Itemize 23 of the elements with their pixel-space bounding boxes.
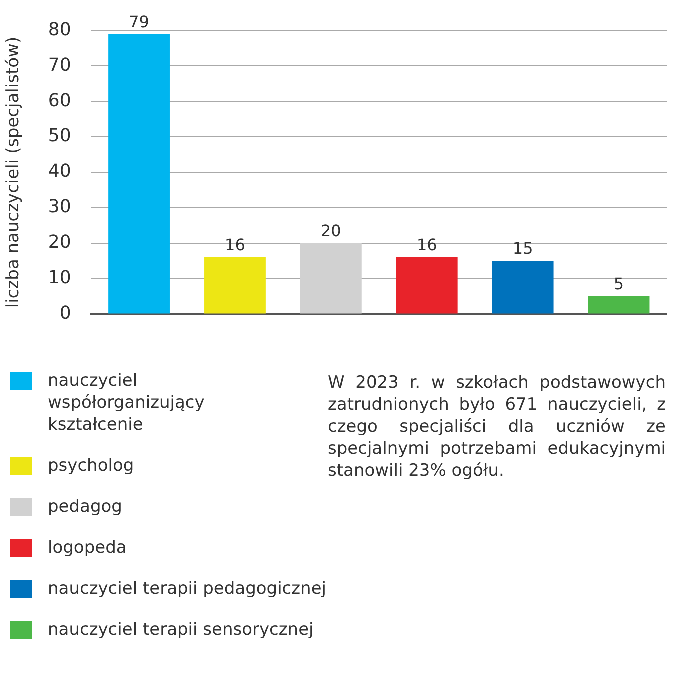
- y-tick-label: 60: [48, 90, 72, 112]
- data-label: 16: [225, 236, 246, 255]
- data-label: 20: [321, 222, 342, 241]
- data-label: 79: [129, 12, 150, 32]
- legend-label: nauczyciel terapii sensorycznej: [48, 619, 315, 641]
- legend-label: pedagog: [48, 496, 124, 518]
- y-tick-label: 40: [48, 161, 72, 182]
- y-tick-label: 70: [48, 54, 72, 76]
- y-tick-label: 20: [48, 232, 72, 254]
- y-tick-label: 30: [48, 196, 72, 218]
- data-label: 5: [614, 274, 624, 294]
- text: W 2023 r. w szkołach podstawowych zatrudnionych było 671 nauczycieli, z czego specjaliści dla uczniów ze specjalnymi potrzebami edukacyjnymi stanowili 23% ogółu.: [328, 372, 666, 482]
- y-tick-label: 80: [48, 19, 72, 40]
- legend-label: logopeda: [48, 537, 128, 559]
- legend-label: nauczyciel współorganizujący kształcenie: [48, 370, 206, 436]
- y-tick-label: 50: [48, 126, 72, 147]
- legend-label: nauczyciel terapii pedagogicznej: [48, 578, 328, 600]
- y-axis-title: liczba nauczycieli (specjalistów): [4, 36, 24, 308]
- data-label: 16: [416, 236, 438, 255]
- legend-label: psycholog: [48, 455, 136, 477]
- y-tick-label: 10: [48, 267, 72, 288]
- y-tick-label: 0: [60, 302, 72, 324]
- data-label: 15: [512, 239, 534, 258]
